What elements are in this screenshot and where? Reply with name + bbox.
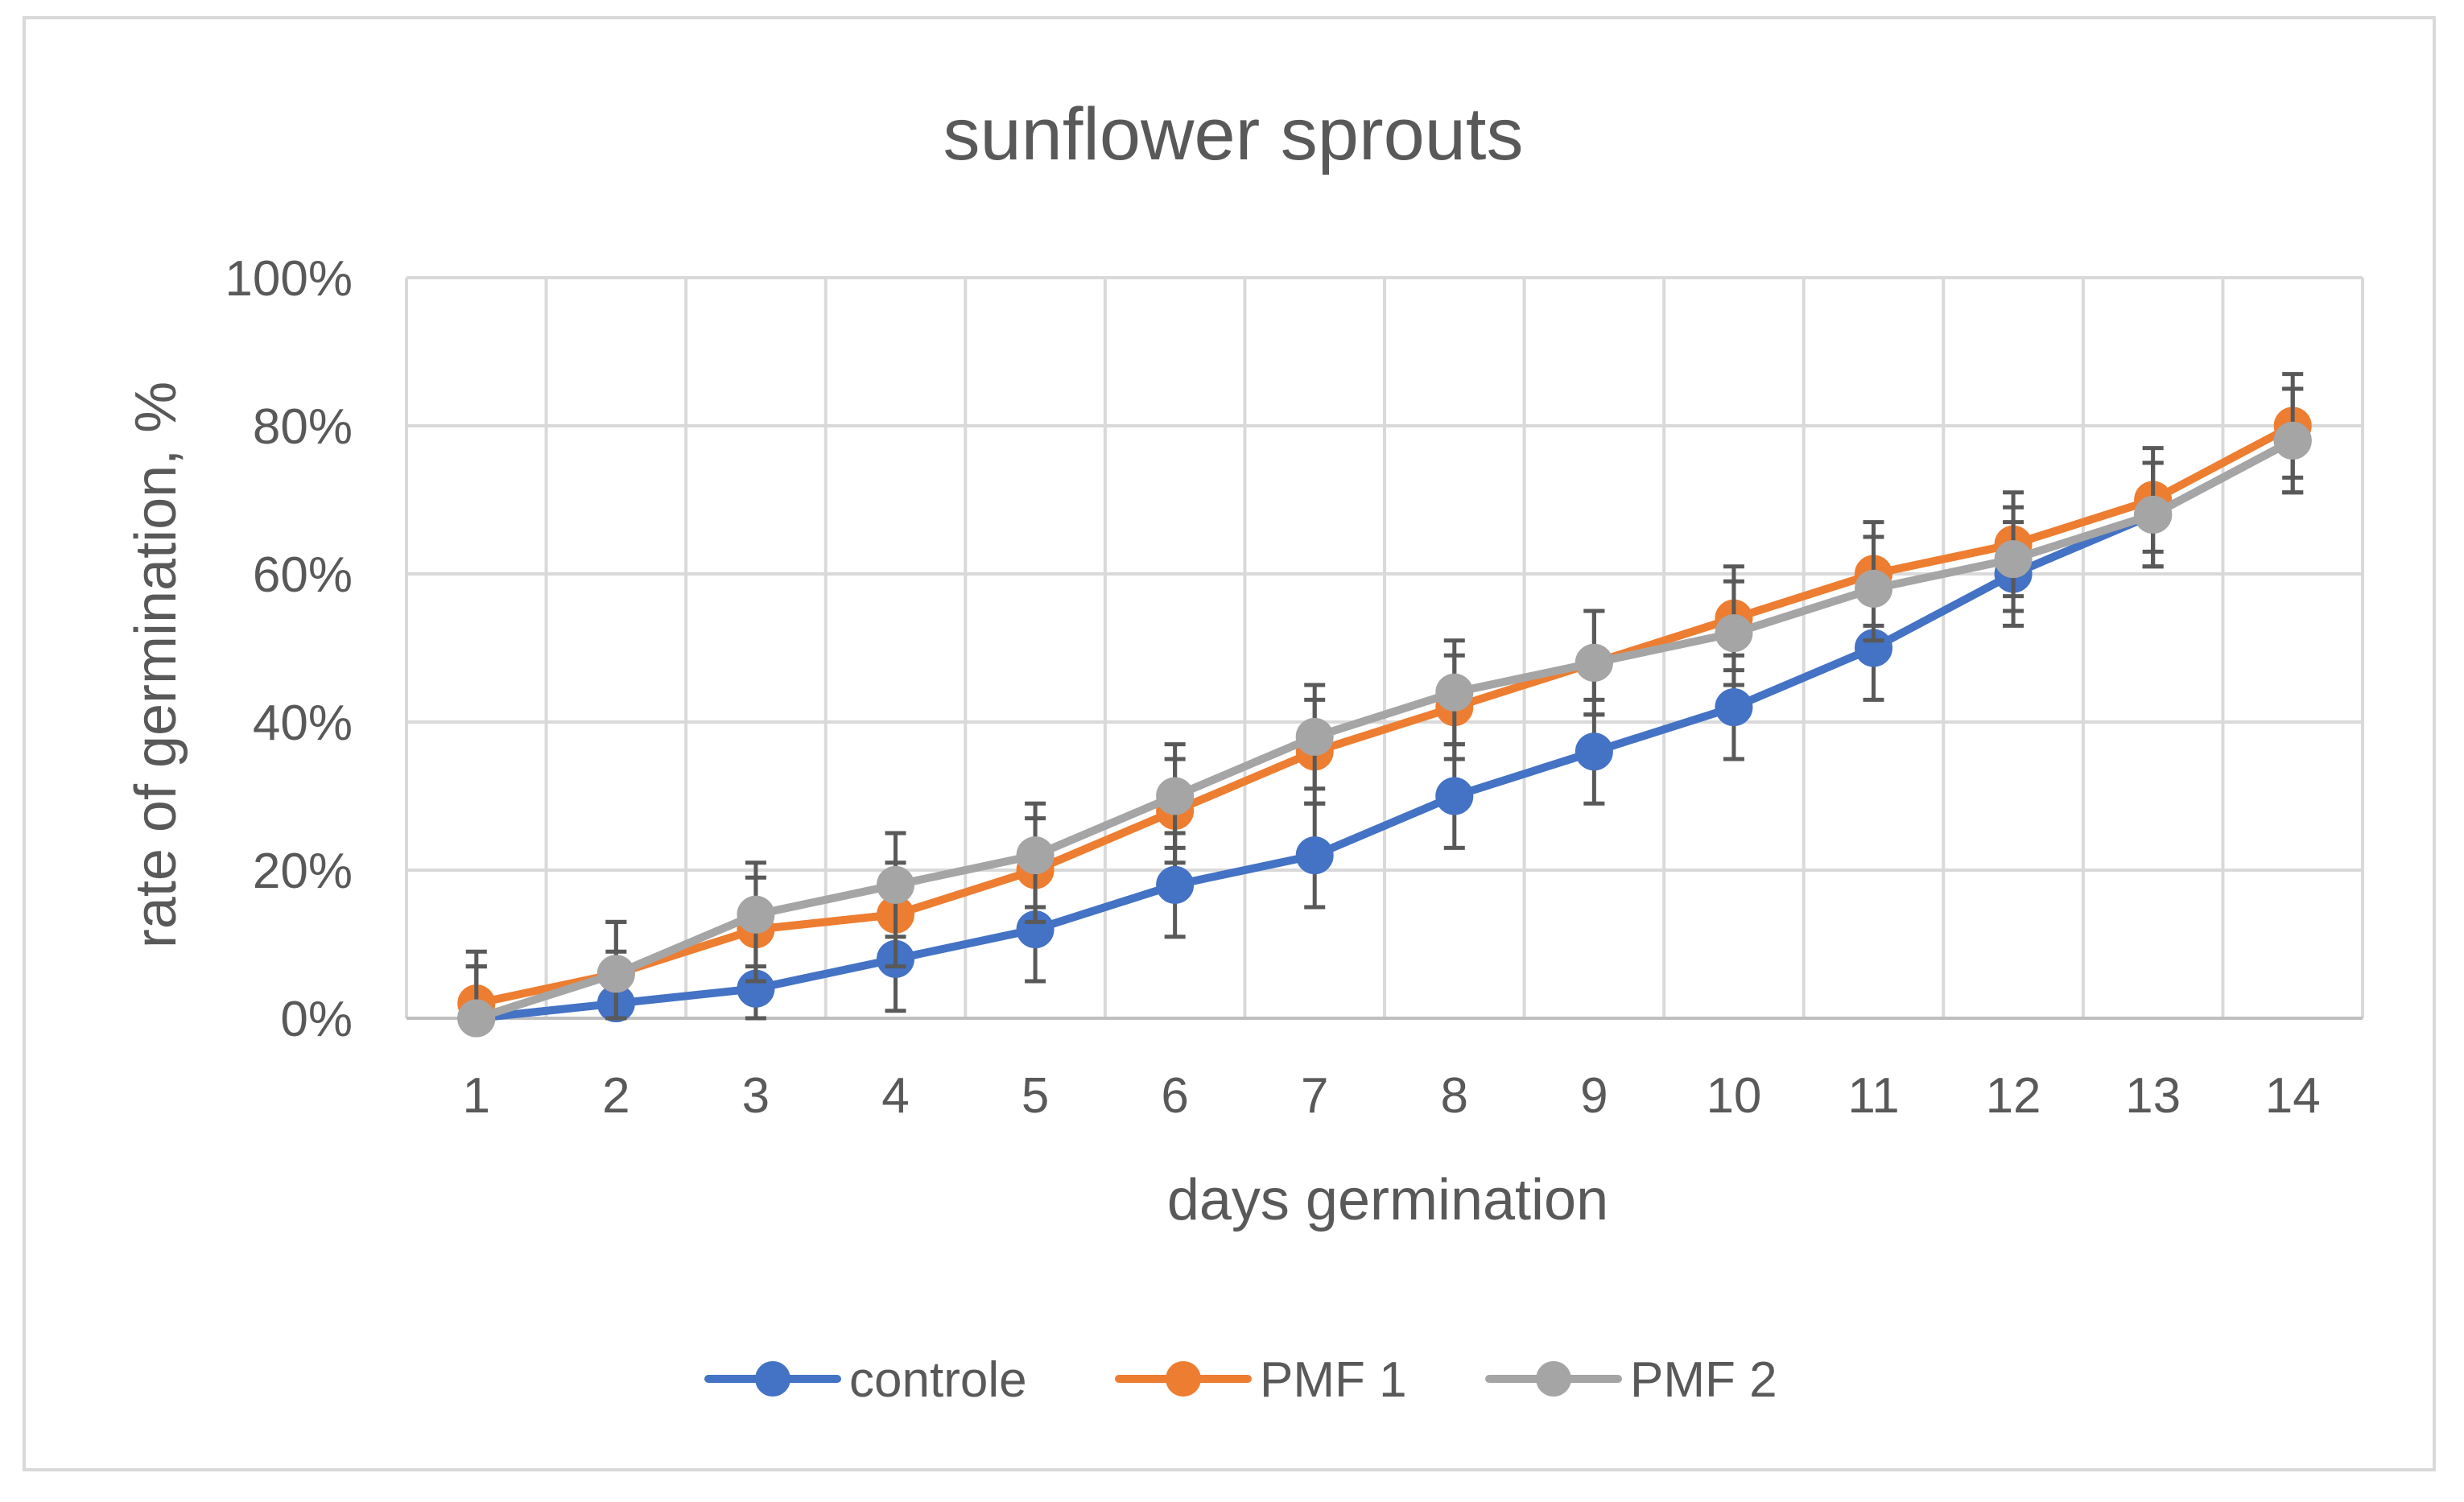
legend-swatch-marker (1166, 1361, 1201, 1397)
series-layer (457, 372, 2312, 1038)
chart-title: sunflower sprouts (943, 93, 1524, 175)
data-point (1994, 540, 2033, 579)
legend-item: PMF 1 (1115, 1352, 1407, 1408)
series-line (472, 436, 2297, 1022)
data-point (737, 895, 775, 934)
x-tick-label: 1 (463, 1068, 490, 1124)
y-axis-label: rate of germination, % (124, 382, 188, 948)
data-point (2273, 421, 2312, 460)
x-tick-label: 10 (1706, 1068, 1761, 1124)
x-tick-label: 2 (602, 1068, 629, 1124)
y-tick-label: 100% (225, 251, 353, 307)
data-point (1295, 717, 1334, 756)
data-point (1016, 836, 1055, 875)
x-tick-label: 7 (1301, 1068, 1328, 1124)
legend-label: controle (849, 1352, 1027, 1408)
y-tick-label: 0% (280, 992, 353, 1047)
data-point (1855, 569, 1892, 608)
x-tick-label: 5 (1022, 1068, 1049, 1124)
data-point (457, 999, 496, 1038)
x-tick-label: 9 (1580, 1068, 1608, 1124)
x-tick-label: 12 (1986, 1068, 2041, 1124)
legend-swatch-marker (1536, 1361, 1571, 1397)
legend-item: controle (704, 1352, 1027, 1408)
data-point (1156, 865, 1195, 904)
x-tick-label: 11 (1847, 1068, 1899, 1124)
legend-swatch-marker (755, 1361, 790, 1397)
legend: controle PMF 1 PMF 2 (704, 1352, 1777, 1408)
x-axis-ticks: 1 2 3 4 5 6 7 8 9 10 11 12 13 14 (463, 1068, 2321, 1124)
data-point (2134, 495, 2173, 534)
series-line (472, 436, 2297, 1022)
data-point (1295, 836, 1334, 875)
y-axis-ticks: 0% 20% 40% 60% 80% 100% (225, 251, 353, 1047)
data-point (1715, 688, 1753, 727)
x-tick-label: 4 (881, 1068, 909, 1124)
chart-frame (23, 16, 2436, 1471)
data-point (1575, 643, 1613, 682)
data-point (1435, 673, 1474, 712)
series-line (472, 422, 2297, 1008)
x-tick-label: 8 (1441, 1068, 1468, 1124)
x-axis-label: days germination (1167, 1168, 1608, 1232)
x-tick-label: 6 (1161, 1068, 1188, 1124)
data-point (1575, 732, 1613, 771)
legend-label: PMF 2 (1630, 1352, 1777, 1408)
data-point (1715, 614, 1753, 653)
y-tick-label: 40% (253, 695, 353, 751)
y-tick-label: 20% (253, 844, 353, 899)
data-point (877, 865, 914, 904)
data-point (1435, 777, 1474, 815)
y-tick-label: 80% (253, 399, 353, 455)
y-tick-label: 60% (253, 547, 353, 603)
x-tick-label: 3 (742, 1068, 770, 1124)
series-pmf-2 (457, 386, 2312, 1038)
legend-label: PMF 1 (1260, 1352, 1407, 1408)
grid (405, 276, 2364, 1020)
data-point (1156, 777, 1195, 815)
data-point (596, 955, 635, 993)
x-tick-label: 13 (2125, 1068, 2181, 1124)
legend-item: PMF 2 (1485, 1352, 1777, 1408)
x-tick-label: 14 (2265, 1068, 2321, 1124)
